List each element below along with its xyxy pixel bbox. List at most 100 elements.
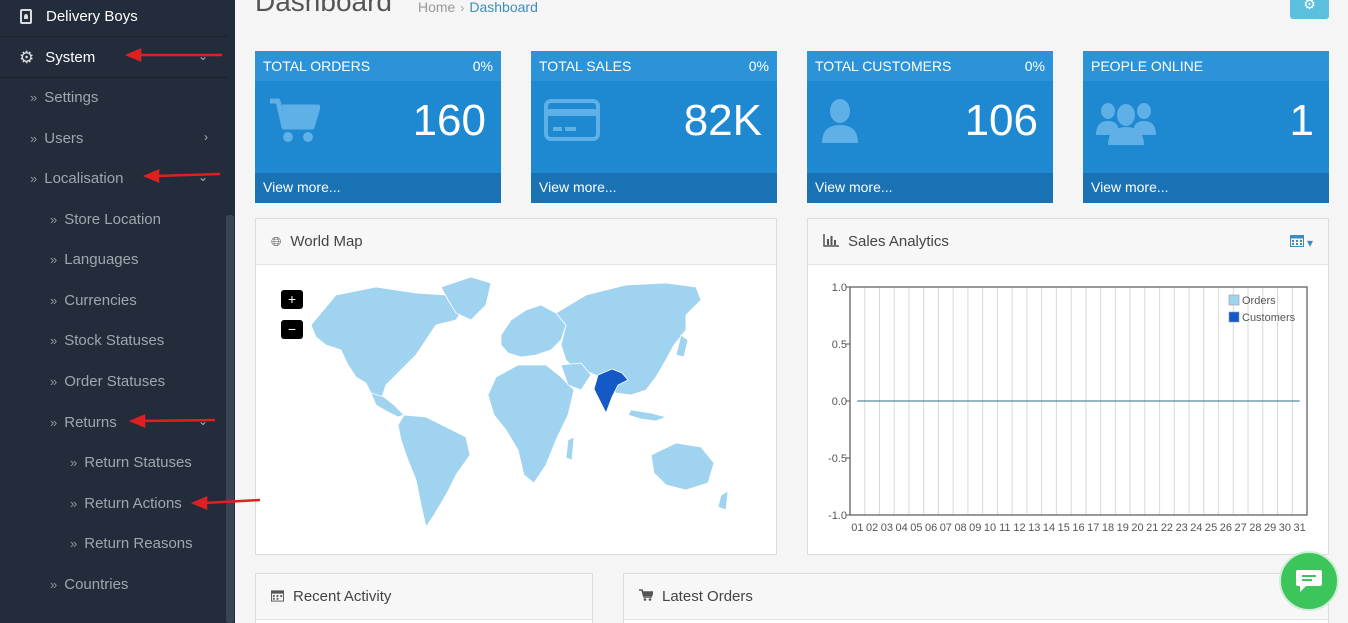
sidebar-item-stock-statuses[interactable]: » Stock Statuses [0, 320, 228, 360]
user-icon [822, 99, 858, 143]
chart-x-tick-label: 25 [1205, 522, 1217, 534]
tile-view-more-link[interactable]: View more... [1083, 173, 1329, 203]
chart-x-tick-label: 11 [999, 522, 1010, 534]
map-region-indonesia [627, 409, 668, 422]
map-region-south-america [397, 414, 471, 528]
sidebar-item-countries[interactable]: » Countries [0, 564, 228, 604]
tile-value: 82K [683, 96, 762, 145]
chat-bubble-icon [1296, 570, 1322, 592]
cart-icon [639, 589, 655, 604]
panel-header: Sales Analytics ▾ [808, 219, 1328, 265]
chart-x-tick-label: 07 [940, 522, 952, 534]
users-icon [1096, 103, 1156, 145]
breadcrumb-dashboard[interactable]: Dashboard [469, 0, 538, 15]
chart-x-tick-label: 16 [1072, 522, 1084, 534]
sidebar-item-order-statuses[interactable]: » Order Statuses [0, 361, 228, 401]
sidebar-item-label: Returns [64, 413, 117, 431]
map-region-japan [675, 334, 689, 358]
sidebar-item-label: Return Reasons [84, 534, 193, 552]
sidebar-item-system[interactable]: ⚙ System ⌄ [0, 37, 228, 77]
double-chevron-icon: » [70, 454, 78, 470]
sidebar-item-store-location[interactable]: » Store Location [0, 199, 228, 239]
sales-analytics-chart: 1.00.50.0-0.5-1.001 02 03 04 05 06 07 08 09 10 11 1… [828, 282, 1308, 534]
chart-legend-swatch [1228, 294, 1240, 306]
sidebar-item-label: Return Statuses [84, 453, 192, 471]
breadcrumb: Home › Dashboard [418, 0, 538, 15]
tile-header: PEOPLE ONLINE [1083, 51, 1329, 81]
chart-x-tick-label: 12 [1013, 522, 1025, 534]
zoom-in-button[interactable]: + [281, 290, 303, 309]
tile-view-more-link[interactable]: View more... [531, 173, 777, 203]
tile-total-customers: TOTAL CUSTOMERS 0% 106 View more... [807, 51, 1053, 203]
chart-x-tick-label: 15 [1058, 522, 1070, 534]
sidebar-item-return-statuses[interactable]: » Return Statuses [0, 442, 228, 482]
sidebar-item-localisation[interactable]: » Localisation ⌄ [0, 158, 228, 198]
map-region-africa [487, 364, 575, 484]
zoom-out-button[interactable]: − [281, 320, 303, 339]
sidebar-item-returns[interactable]: » Returns ⌄ [0, 402, 228, 442]
settings-button[interactable]: ⚙ [1290, 0, 1329, 19]
sidebar-item-languages[interactable]: » Languages [0, 239, 228, 279]
double-chevron-icon: » [50, 292, 58, 308]
tile-view-more-link[interactable]: View more... [255, 173, 501, 203]
tile-value: 1 [1289, 96, 1314, 145]
tile-percent: 0% [748, 58, 769, 74]
panel-title: Latest Orders [662, 588, 753, 605]
double-chevron-icon: » [50, 576, 58, 592]
chevron-down-icon: ⌄ [197, 49, 208, 63]
sidebar-item-return-actions[interactable]: » Return Actions [0, 483, 228, 523]
double-chevron-icon: » [50, 332, 58, 348]
chart-x-tick-label: 13 [1028, 522, 1040, 534]
chart-legend-label: Customers [1242, 312, 1296, 324]
chart-x-tick-label: 24 [1190, 522, 1202, 534]
sidebar-item-settings[interactable]: » Settings [0, 77, 228, 117]
chat-button[interactable] [1279, 551, 1339, 611]
latest-orders-panel: Latest Orders [623, 573, 1329, 623]
sidebar-item-label: Store Location [64, 210, 161, 228]
map-region-europe [500, 304, 567, 358]
sidebar-item-users[interactable]: » Users › [0, 118, 228, 158]
chevron-right-icon: › [204, 130, 208, 144]
chart-y-tick-label: 0.5 [832, 339, 847, 351]
double-chevron-icon: » [30, 130, 38, 146]
chart-y-tick-label: -0.5 [828, 453, 847, 465]
double-chevron-icon: » [30, 89, 38, 105]
sidebar-item-return-reasons[interactable]: » Return Reasons [0, 523, 228, 563]
chart-x-tick-label: 03 [881, 522, 893, 534]
sidebar: Delivery Boys ⚙ System ⌄ » Settings » Us… [0, 0, 235, 623]
caret-down-icon: ▾ [1306, 236, 1313, 250]
breadcrumb-home[interactable]: Home [418, 0, 456, 15]
globe-icon: 🌐︎ [271, 233, 282, 249]
sidebar-scrollbar[interactable] [226, 215, 234, 623]
sidebar-item-label: Order Statuses [64, 372, 166, 390]
chart-x-tick-label: 23 [1176, 522, 1188, 534]
chart-x-tick-label: 18 [1102, 522, 1114, 534]
tile-people-online: PEOPLE ONLINE 1 View more... [1083, 51, 1329, 203]
panel-title: Sales Analytics [848, 233, 949, 250]
map-region-australia [650, 442, 715, 491]
tile-title: PEOPLE ONLINE [1091, 58, 1204, 74]
panel-header: Latest Orders [624, 574, 1328, 620]
double-chevron-icon: » [50, 414, 58, 430]
badge-icon [20, 8, 32, 24]
sidebar-item-currencies[interactable]: » Currencies [0, 280, 228, 320]
sidebar-item-delivery-boys[interactable]: Delivery Boys [0, 0, 228, 36]
chart-x-tick-label: 29 [1264, 522, 1276, 534]
recent-activity-panel: Recent Activity [255, 573, 593, 623]
tile-title: TOTAL SALES [539, 58, 632, 74]
chart-y-tick-label: -1.0 [828, 510, 847, 522]
map-region-madagascar [565, 436, 575, 461]
sidebar-item-label: Stock Statuses [64, 331, 165, 349]
map-region-arabia [560, 362, 592, 391]
tile-total-sales: TOTAL SALES 0% 82K View more... [531, 51, 777, 203]
tile-view-more-link[interactable]: View more... [807, 173, 1053, 203]
chart-x-tick-label: 10 [984, 522, 996, 534]
chart-x-tick-label: 19 [1117, 522, 1129, 534]
tile-header: TOTAL SALES 0% [531, 51, 777, 81]
sidebar-item-label: Localisation [44, 169, 124, 187]
world-map[interactable] [256, 265, 776, 555]
chart-x-tick-label: 06 [925, 522, 937, 534]
breadcrumb-separator-icon: › [460, 1, 465, 15]
sidebar-item-label: Settings [44, 88, 99, 106]
calendar-dropdown-button[interactable]: ▾ [1289, 234, 1313, 250]
